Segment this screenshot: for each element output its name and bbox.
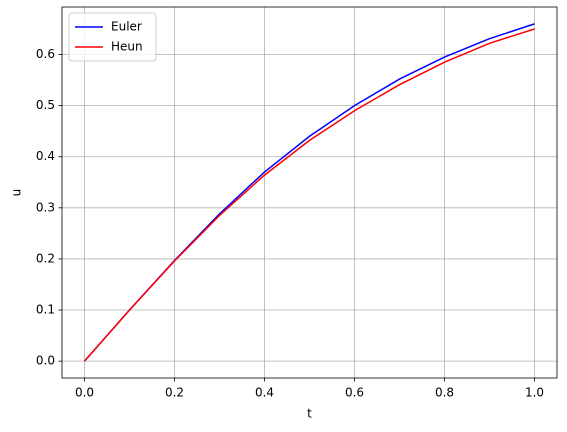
legend-box (68, 12, 157, 62)
x-axis-label: t (307, 407, 312, 421)
y-axis-label: u (10, 189, 24, 197)
x-tick-label: 0.2 (165, 386, 184, 400)
series-line (83, 28, 535, 362)
y-tick-label: 0.6 (36, 47, 55, 61)
y-tick-label: 0.3 (36, 200, 55, 214)
series-line (83, 23, 535, 362)
y-tick-label: 0.2 (36, 251, 55, 265)
x-tick-label: 1.0 (525, 386, 544, 400)
x-tick-label: 0.0 (75, 386, 94, 400)
x-tick-label: 0.4 (255, 386, 274, 400)
legend-label: Heun (111, 40, 143, 54)
y-tick-label: 0.0 (36, 354, 55, 368)
legend-label: Euler (111, 20, 142, 34)
x-tick-label: 0.8 (435, 386, 454, 400)
plot-frame (61, 6, 558, 379)
y-tick-label: 0.4 (36, 149, 55, 163)
y-tick-label: 0.1 (36, 303, 55, 317)
y-tick-label: 0.5 (36, 98, 55, 112)
x-tick-label: 0.6 (345, 386, 364, 400)
